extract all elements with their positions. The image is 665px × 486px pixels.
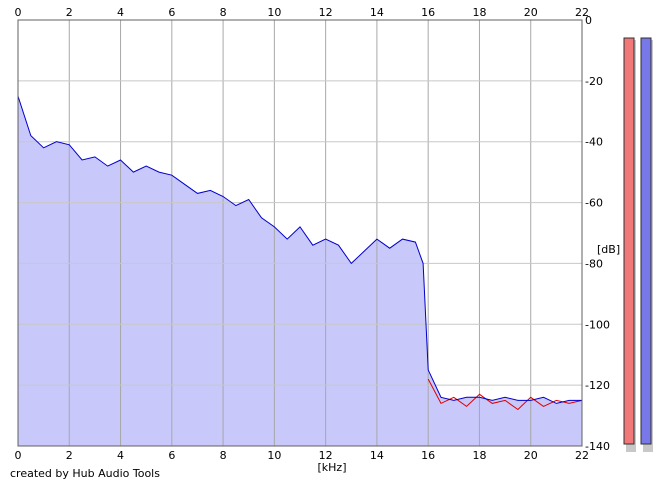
x-tick-label-bottom: 8 [220, 449, 227, 462]
series-lines [17, 95, 583, 411]
x-tick-labels-top: 0 2 4 6 8 10 12 14 16 18 20 22 [15, 6, 590, 19]
x-tick-label-bottom: 12 [319, 449, 333, 462]
x-tick-label-top: 10 [267, 6, 281, 19]
y-tick-label: 0 [585, 14, 592, 27]
x-tick-label-top: 4 [117, 6, 124, 19]
x-tick-label-top: 12 [319, 6, 333, 19]
y-tick-label: -120 [585, 379, 610, 392]
x-tick-label-top: 20 [524, 6, 538, 19]
x-axis-label: [kHz] [318, 461, 347, 474]
x-tick-label-top: 18 [472, 6, 486, 19]
y-tick-label: -60 [585, 197, 603, 210]
y-tick-label: -100 [585, 318, 610, 331]
x-tick-label-top: 2 [66, 6, 73, 19]
y-tick-label: -80 [585, 257, 603, 270]
x-tick-label-bottom: 20 [524, 449, 538, 462]
meter-bar-1 [640, 37, 652, 445]
x-tick-label-top: 14 [370, 6, 384, 19]
y-tick-label: -140 [585, 440, 610, 453]
x-tick-label-bottom: 22 [575, 449, 589, 462]
plot-frame [17, 19, 583, 447]
x-tick-label-top: 8 [220, 6, 227, 19]
x-tick-label-top: 22 [575, 6, 589, 19]
x-tick-label-bottom: 2 [66, 449, 73, 462]
y-tick-labels: 0 -20 -40 -60 -80 -100 -120 -140 [585, 14, 610, 453]
x-tick-label-top: 16 [421, 6, 435, 19]
x-tick-label-bottom: 6 [168, 449, 175, 462]
x-tick-label-bottom: 10 [267, 449, 281, 462]
x-tick-label-bottom: 4 [117, 449, 124, 462]
level-meters [623, 37, 653, 452]
series-line-0 [17, 95, 582, 404]
x-tick-label-bottom: 18 [472, 449, 486, 462]
x-tick-labels-bottom: 0 2 4 6 8 10 12 14 16 18 20 22 [15, 449, 590, 462]
plot-area-fill [18, 96, 582, 446]
spectrum-area [18, 96, 582, 446]
y-tick-label: -40 [585, 136, 603, 149]
meter-bar-0 [623, 37, 635, 445]
series-line-1 [427, 378, 583, 411]
credit-text: created by Hub Audio Tools [10, 467, 160, 480]
y-axis-label: [dB] [597, 243, 620, 256]
x-tick-label-bottom: 0 [15, 449, 22, 462]
x-tick-label-bottom: 16 [421, 449, 435, 462]
x-tick-label-top: 6 [168, 6, 175, 19]
x-tick-label-bottom: 14 [370, 449, 384, 462]
y-tick-label: -20 [585, 75, 603, 88]
plot-border [17, 19, 583, 447]
x-tick-label-top: 0 [15, 6, 22, 19]
